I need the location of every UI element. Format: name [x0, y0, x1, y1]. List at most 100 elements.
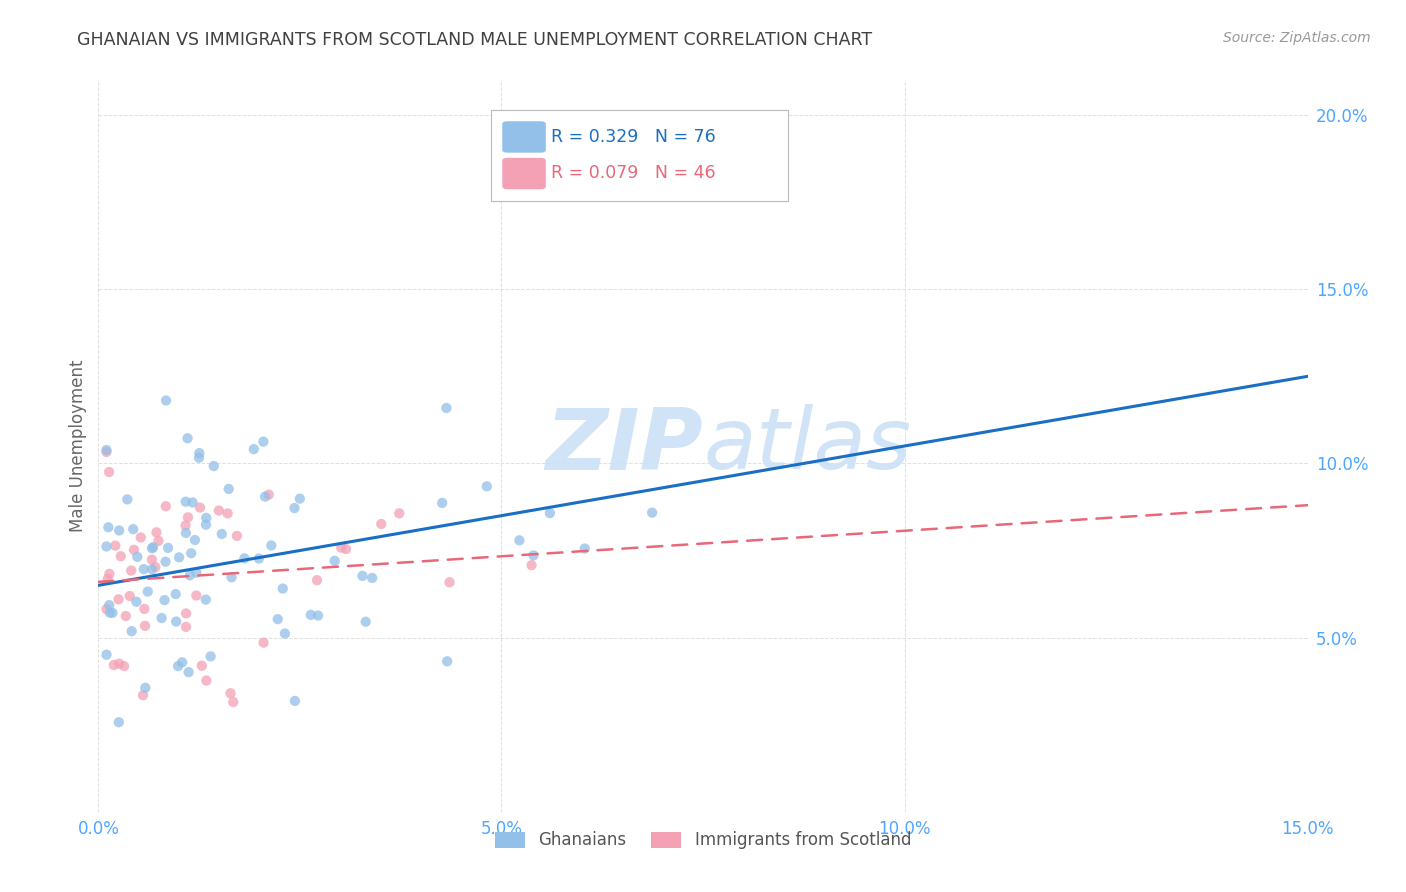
Point — [174, 494, 197, 508]
Point — [260, 538, 283, 552]
Point — [188, 500, 211, 515]
Point — [117, 492, 139, 507]
Point — [96, 445, 118, 459]
Point — [108, 524, 131, 538]
Point — [439, 575, 461, 590]
Point — [323, 554, 346, 568]
Point — [108, 715, 131, 730]
Text: atlas: atlas — [703, 404, 911, 488]
Point — [179, 568, 201, 582]
Point — [134, 619, 156, 633]
Point — [103, 658, 125, 673]
Point — [184, 533, 207, 547]
Point — [186, 566, 208, 580]
Point — [114, 609, 136, 624]
Point — [141, 541, 163, 556]
Point — [221, 570, 243, 584]
Point — [186, 589, 208, 603]
Point — [143, 560, 166, 574]
Point — [145, 525, 167, 540]
Point — [508, 533, 530, 548]
Point — [136, 584, 159, 599]
Point — [436, 401, 458, 415]
Point — [194, 592, 217, 607]
Point — [361, 571, 384, 585]
Point — [194, 517, 217, 532]
Point — [125, 595, 148, 609]
Point — [148, 533, 170, 548]
Point — [283, 501, 305, 516]
Point — [188, 446, 211, 460]
Text: GHANAIAN VS IMMIGRANTS FROM SCOTLAND MALE UNEMPLOYMENT CORRELATION CHART: GHANAIAN VS IMMIGRANTS FROM SCOTLAND MAL… — [77, 31, 873, 49]
Point — [150, 611, 173, 625]
Point — [307, 608, 329, 623]
Point — [177, 510, 200, 524]
Point — [132, 562, 155, 576]
Point — [247, 551, 270, 566]
Point — [98, 598, 121, 612]
Point — [211, 527, 233, 541]
Point — [388, 506, 411, 520]
Point — [141, 562, 163, 576]
Point — [218, 482, 240, 496]
Point — [370, 516, 392, 531]
Point — [522, 549, 544, 563]
Point — [217, 507, 239, 521]
Point — [129, 531, 152, 545]
Point — [538, 506, 561, 520]
Point — [101, 606, 124, 620]
Point — [181, 495, 204, 509]
Point — [97, 572, 120, 586]
Point — [200, 649, 222, 664]
Point — [96, 648, 118, 662]
Point — [156, 541, 179, 555]
Point — [118, 589, 141, 603]
Point — [195, 673, 218, 688]
Point — [155, 393, 177, 408]
Text: Source: ZipAtlas.com: Source: ZipAtlas.com — [1223, 31, 1371, 45]
Point — [208, 503, 231, 517]
Point — [96, 602, 118, 616]
Point — [475, 479, 498, 493]
Point — [107, 592, 129, 607]
FancyBboxPatch shape — [492, 110, 787, 201]
Point — [352, 569, 374, 583]
Point — [180, 546, 202, 560]
Point — [284, 694, 307, 708]
Point — [127, 549, 149, 564]
Point — [122, 542, 145, 557]
Text: ZIP: ZIP — [546, 404, 703, 488]
Point — [436, 654, 458, 668]
Point — [98, 606, 121, 620]
Point — [165, 587, 187, 601]
Point — [233, 551, 256, 566]
Point — [188, 450, 211, 465]
Point — [174, 620, 197, 634]
Point — [243, 442, 266, 457]
Point — [176, 431, 198, 445]
Point — [520, 558, 543, 573]
Point — [167, 659, 190, 673]
Point — [202, 458, 225, 473]
Point — [219, 686, 242, 700]
FancyBboxPatch shape — [502, 121, 546, 153]
Point — [155, 500, 177, 514]
Point — [225, 529, 247, 543]
Point — [142, 540, 165, 554]
Point — [222, 695, 245, 709]
Point — [174, 607, 197, 621]
Point — [335, 541, 357, 556]
Point — [299, 607, 322, 622]
Point — [141, 552, 163, 566]
Point — [274, 626, 297, 640]
Point — [174, 525, 197, 540]
Point — [288, 491, 311, 506]
Point — [174, 518, 197, 533]
Point — [430, 496, 453, 510]
Text: R = 0.079   N = 46: R = 0.079 N = 46 — [551, 164, 716, 182]
Point — [134, 681, 156, 695]
Point — [177, 665, 200, 680]
Point — [253, 635, 276, 649]
Point — [267, 612, 290, 626]
Point — [96, 443, 118, 458]
